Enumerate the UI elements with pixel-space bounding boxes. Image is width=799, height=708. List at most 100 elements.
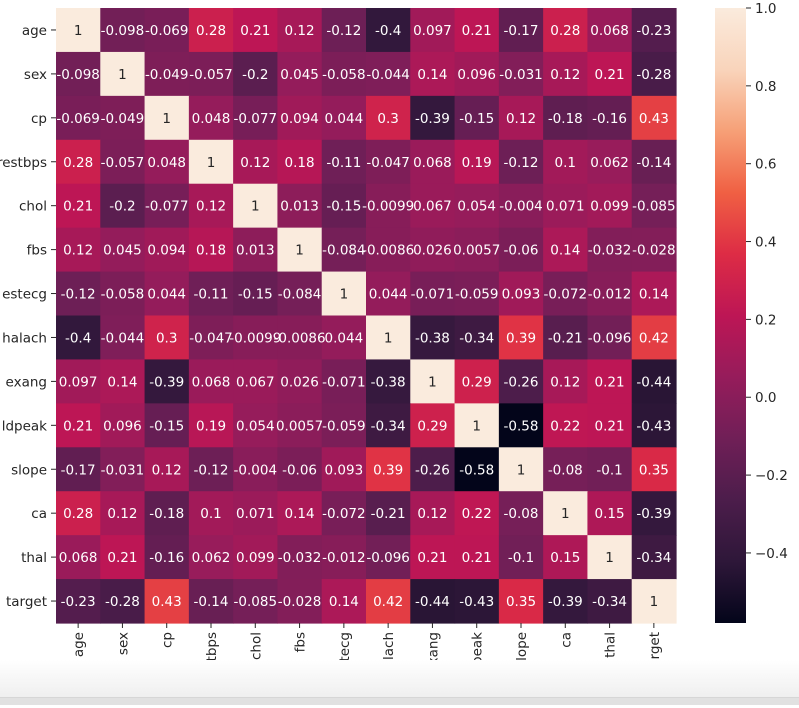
heatmap-cell-exang-ca — [543, 359, 589, 404]
cell-annotation: 0.15 — [595, 506, 625, 522]
y-tick-label-cp: cp — [31, 111, 47, 127]
cell-annotation: -0.077 — [145, 199, 189, 215]
heatmap-cell-fbs-thal — [587, 227, 633, 273]
colorbar-tick-label: 0.4 — [755, 235, 776, 251]
heatmap-cell-sex-target — [631, 51, 677, 97]
cell-annotation: 0.0057 — [276, 418, 323, 434]
cell-annotation: -0.38 — [415, 330, 450, 346]
heatmap-cell-oldpeak-age — [56, 403, 101, 448]
heatmap-cell-oldpeak-thalach — [366, 403, 411, 448]
cell-annotation: -0.032 — [278, 550, 322, 566]
heatmap-cell-sex-trestbps — [188, 51, 234, 97]
cell-annotation: 0.21 — [462, 23, 492, 39]
heatmap-cell-thalach-trestbps — [188, 315, 234, 361]
heatmap-cell-fbs-age — [56, 227, 101, 273]
heatmap-cell-trestbps-oldpeak — [454, 139, 500, 185]
heatmap-cell-sex-age — [56, 51, 101, 97]
cell-annotation: 0.094 — [280, 111, 319, 127]
heatmap-cell-thal-ca — [543, 535, 589, 580]
heatmap-cell-trestbps-restecg — [321, 139, 367, 185]
heatmap-cell-fbs-thalach — [366, 227, 411, 273]
cell-annotation: -0.39 — [636, 506, 671, 522]
cell-annotation: 0.19 — [196, 418, 226, 434]
heatmap-cell-thal-trestbps — [188, 535, 234, 580]
cell-annotation: 0.39 — [373, 462, 403, 478]
heatmap-cell-thalach-exang — [410, 315, 456, 361]
cell-annotation: 0.054 — [236, 418, 275, 434]
heatmap-cell-ca-exang — [410, 491, 456, 536]
cell-annotation: 0.15 — [550, 550, 580, 566]
cell-annotation: 0.43 — [152, 594, 182, 610]
heatmap-cell-thal-oldpeak — [454, 535, 500, 580]
cell-annotation: 0.3 — [377, 111, 398, 127]
heatmap-cell-thalach-target — [631, 315, 677, 361]
heatmap-cell-trestbps-target — [631, 139, 677, 185]
cell-annotation: 0.026 — [413, 243, 452, 259]
cell-annotation: 0.068 — [59, 550, 98, 566]
cell-annotation: -0.004 — [234, 462, 278, 478]
cell-annotation: 0.3 — [156, 330, 177, 346]
cell-annotation: -0.11 — [326, 155, 361, 171]
y-tick-label-chol: chol — [19, 199, 47, 215]
cell-annotation: 1 — [162, 111, 171, 127]
cell-annotation: 0.071 — [546, 199, 585, 215]
cell-annotation: 0.044 — [325, 111, 364, 127]
heatmap-cell-ca-trestbps — [188, 491, 234, 536]
heatmap-cell-target-ca — [543, 579, 589, 624]
cell-annotation: -0.34 — [371, 418, 406, 434]
cell-annotation: 0.14 — [285, 506, 315, 522]
heatmap-cell-thal-chol — [233, 535, 279, 580]
cell-annotation: 1 — [517, 462, 526, 478]
heatmap-cell-target-thalach — [366, 579, 411, 624]
cell-annotation: 1 — [605, 550, 614, 566]
heatmap-cell-restecg-oldpeak — [454, 271, 500, 317]
cell-annotation: 1 — [650, 594, 659, 610]
heatmap-cell-ca-cp — [144, 491, 190, 536]
x-tick-label-cp: cp — [160, 632, 176, 648]
cell-annotation: -0.031 — [101, 462, 145, 478]
heatmap-cell-age-oldpeak — [454, 8, 500, 53]
heatmap-cell-thal-fbs — [277, 535, 323, 580]
heatmap-cell-sex-exang — [410, 51, 456, 97]
cell-annotation: -0.096 — [366, 550, 410, 566]
heatmap-cell-target-restecg — [321, 579, 367, 624]
heatmap-cell-thal-exang — [410, 535, 456, 580]
heatmap-cell-ca-fbs — [277, 491, 323, 536]
x-tick-label-thal: thal — [603, 632, 619, 658]
x-tick-label-fbs: fbs — [293, 632, 309, 652]
cell-annotation: -0.069 — [145, 23, 189, 39]
heatmap-cell-fbs-chol — [233, 227, 279, 273]
heatmap-cell-oldpeak-slope — [498, 403, 544, 448]
cell-annotation: 0.013 — [236, 243, 275, 259]
heatmap-cell-fbs-trestbps — [188, 227, 234, 273]
heatmap-cell-age-restecg — [321, 8, 367, 53]
cell-annotation: 0.18 — [196, 243, 226, 259]
cell-annotation: -0.071 — [322, 374, 366, 390]
cell-annotation: -0.39 — [415, 111, 450, 127]
cell-annotation: 0.29 — [462, 374, 492, 390]
heatmap-cell-trestbps-thal — [587, 139, 633, 185]
heatmap-cell-thalach-oldpeak — [454, 315, 500, 361]
cell-annotation: 0.22 — [550, 418, 580, 434]
heatmap-cell-exang-exang — [410, 359, 456, 404]
heatmap-cell-ca-thal — [587, 491, 633, 536]
heatmap-cell-target-oldpeak — [454, 579, 500, 624]
heatmap-cell-oldpeak-cp — [144, 403, 190, 448]
cell-annotation: -0.11 — [194, 287, 229, 303]
colorbar-tick-label: 1.0 — [755, 1, 776, 17]
cell-annotation: -0.16 — [592, 111, 627, 127]
cell-annotation: -0.084 — [278, 287, 322, 303]
heatmap-cell-age-cp — [144, 8, 190, 53]
cell-annotation: -0.14 — [636, 155, 671, 171]
heatmap-cell-chol-trestbps — [188, 183, 234, 229]
cell-annotation: -0.049 — [145, 67, 189, 83]
heatmap-cell-age-thalach — [366, 8, 411, 53]
heatmap-cell-ca-sex — [100, 491, 146, 536]
cell-annotation: 1 — [428, 374, 437, 390]
cell-annotation: -0.085 — [234, 594, 278, 610]
heatmap-cell-chol-cp — [144, 183, 190, 229]
heatmap-cell-slope-slope — [498, 447, 544, 492]
heatmap-cell-ca-thalach — [366, 491, 411, 536]
cell-annotation: 0.099 — [236, 550, 275, 566]
y-tick-label-thalach: halach — [2, 330, 47, 346]
